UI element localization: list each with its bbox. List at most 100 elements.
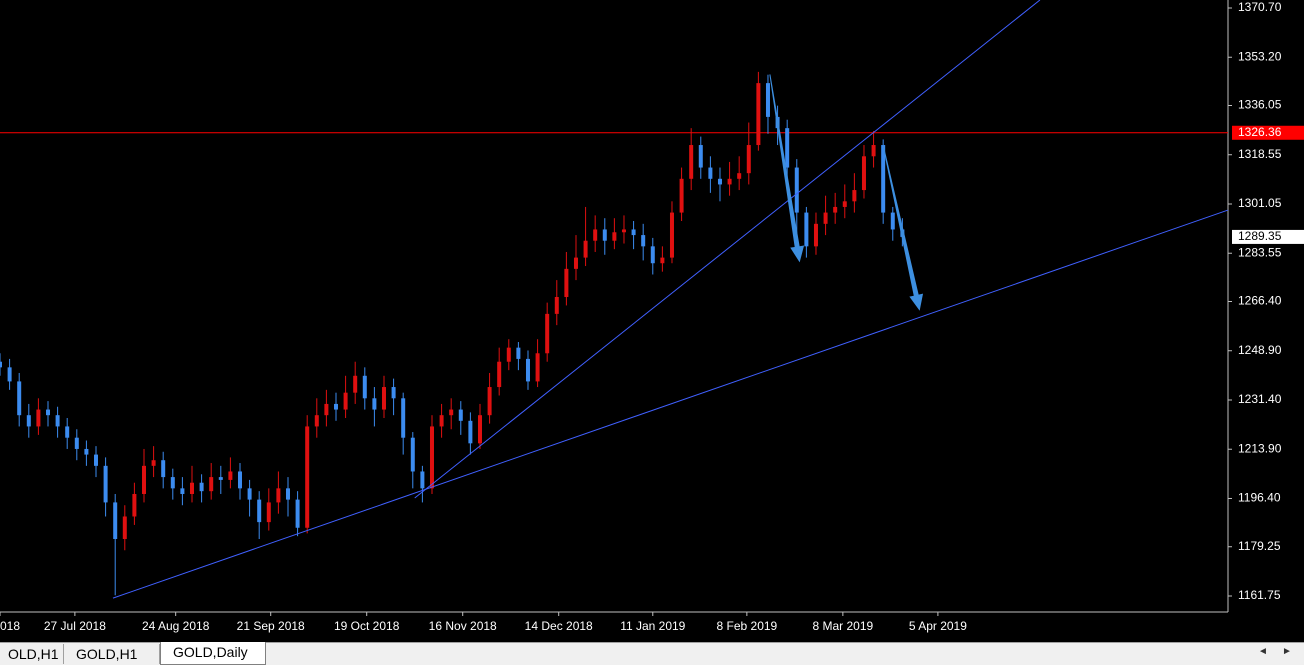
candle-body [228,471,233,480]
candle-body [708,167,713,179]
chart-background [0,0,1304,642]
candle-body [535,353,540,382]
candle-body [429,426,434,489]
candle-body [113,502,118,540]
candle-body [545,313,550,354]
candle-body [477,415,482,444]
candle-body [17,381,22,416]
x-tick-label: 21 Sep 2018 [237,619,305,633]
candle-body [631,229,636,236]
candle-body [449,409,454,416]
candle-body [525,358,530,382]
candle-body [26,415,31,427]
candle-body [593,229,598,241]
candle-body [564,268,569,297]
candle-body [497,361,502,388]
candle-body [209,477,214,492]
candle-body [151,460,156,466]
candle-body [727,178,732,185]
candle-body [314,415,319,427]
y-tick-label: 1318.55 [1238,147,1282,161]
candle-body [881,145,886,213]
trend-line [112,209,1229,599]
tab[interactable]: OLD,H1 [0,644,64,664]
y-tick-label: 1161.75 [1238,588,1281,602]
candle-body [401,398,406,438]
candle-body [621,229,626,233]
x-tick-label: 14 Dec 2018 [525,619,593,633]
y-tick-label: 1301.05 [1238,196,1282,210]
x-tick-label: 27 Jul 2018 [44,619,106,633]
candle-body [420,471,425,489]
candle-body [180,488,185,494]
candle-body [717,178,722,185]
y-tick-label: 1353.20 [1238,49,1282,63]
candle-body [573,257,578,269]
candle-body [199,482,204,492]
candle-body [132,493,137,517]
tab-active[interactable]: GOLD,Daily [160,642,266,665]
candle-body [554,296,559,314]
candle-body [698,145,703,168]
candle-body [353,375,358,393]
candle-body [333,403,338,410]
candle-body [295,499,300,528]
candle-body [170,477,175,489]
trend-line [414,0,1041,499]
y-tick-label: 1336.05 [1238,98,1282,112]
candle-body [257,499,262,523]
y-tick-label: 1196.40 [1238,491,1281,505]
candle-body [276,488,281,503]
candle-body [785,128,790,168]
candle-body [141,465,146,494]
candle-body [65,426,70,438]
candle-body [247,488,252,500]
candle-body [103,465,108,503]
candle-body [890,212,895,230]
candle-body [391,387,396,399]
candle-body [74,437,79,449]
candle-body [679,178,684,213]
candle-body [813,223,818,247]
candle-body [7,367,12,382]
chart: 1370.70 1353.20 1336.05 1318.55 1301.05 1283.… [0,0,1304,642]
candle-body [583,240,588,258]
candle-body [36,409,41,427]
candle-body [372,398,377,410]
candle-body [842,201,847,207]
candle-body [861,156,866,191]
candle-body [266,502,271,523]
y-tick-label: 1213.90 [1238,441,1282,455]
last-price-label: 1289.35 [1238,229,1282,243]
candle-body [612,232,617,241]
x-tick-label: 8 Feb 2019 [717,619,778,633]
scroll-right[interactable]: ► [1282,646,1292,657]
arrow [769,74,805,263]
y-tick-label: 1248.90 [1238,343,1282,357]
candle-body [746,145,751,174]
candle-body [641,235,646,247]
candle-body [737,173,742,179]
candle-body [84,448,89,455]
candle-body [833,206,838,213]
candle-body [794,167,799,213]
price-line-label: 1326.36 [1238,125,1282,139]
candle-body [506,347,511,362]
y-tick-label: 1231.40 [1238,392,1282,406]
scroll-left[interactable]: ◄ [1258,646,1268,657]
candle-body [516,347,521,359]
x-tick-label: 5 Apr 2019 [909,619,967,633]
candle-body [852,190,857,202]
candle-body [804,212,809,247]
candle-body [0,361,2,368]
candle-body [669,212,674,258]
y-tick-label: 1283.55 [1238,245,1282,259]
last-price-tag [1232,229,1304,244]
y-tick-label: 1266.40 [1238,294,1282,308]
candle-body [45,409,50,416]
candle-body [458,409,463,421]
x-tick-label: 018 [0,619,20,633]
candle-body [93,454,98,466]
tab[interactable]: GOLD,H1 [64,644,160,664]
